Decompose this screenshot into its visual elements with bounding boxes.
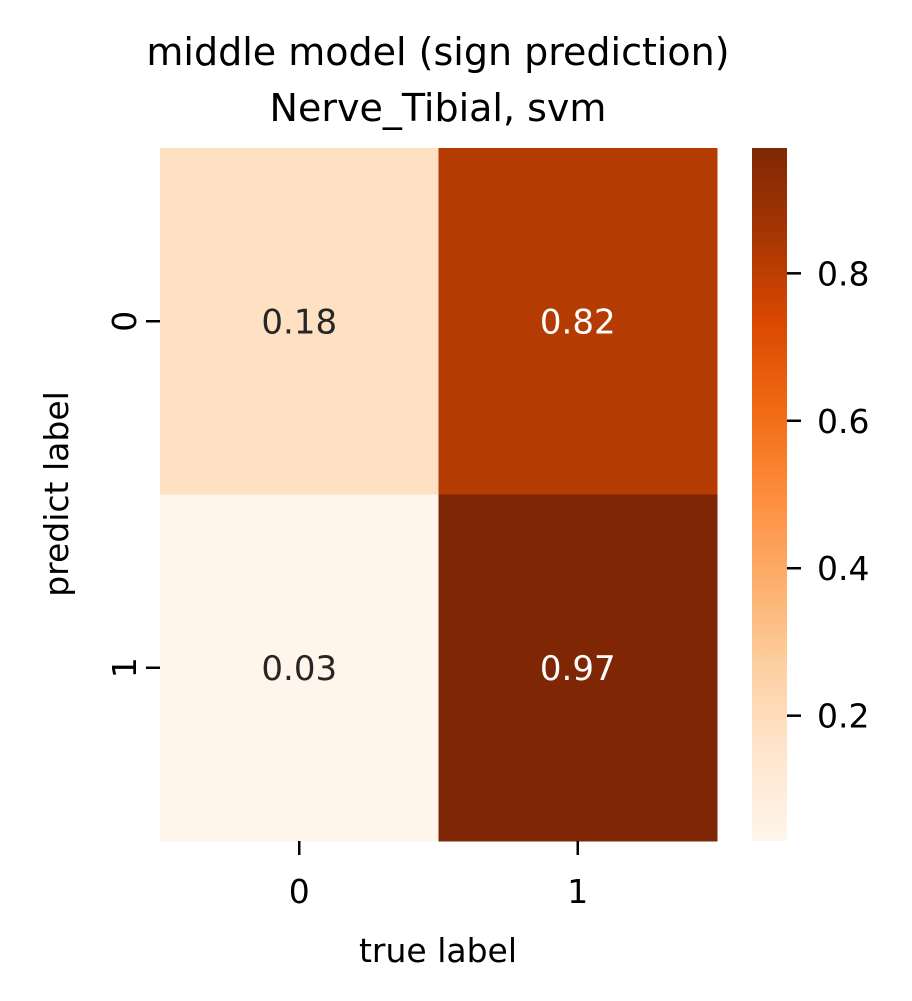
colorbar-tick-label: 0.2	[817, 697, 869, 736]
y-tick-label: 0	[105, 311, 144, 332]
cell-value-label: 0.18	[261, 302, 337, 342]
chart-subtitle: Nerve_Tibial, svm	[270, 86, 607, 130]
y-axis-label: predict label	[37, 391, 76, 597]
cell-value-label: 0.03	[261, 649, 337, 689]
heatmap-cell	[438, 148, 718, 495]
y-axis: 01	[105, 311, 160, 678]
cell-value-label: 0.82	[540, 302, 616, 342]
colorbar-tick-label: 0.4	[817, 549, 869, 588]
heatmap-value-labels: 0.18 0.82 0.03 0.97	[261, 302, 615, 689]
colorbar-axis: 0.2 0.4 0.6 0.8	[787, 254, 869, 736]
x-tick-label: 0	[289, 872, 310, 911]
colorbar-tick-label: 0.6	[817, 402, 869, 441]
heatmap-cell	[160, 494, 439, 842]
colorbar	[752, 148, 787, 841]
heatmap-cell	[438, 494, 718, 842]
heatmap-cell	[160, 148, 439, 495]
colorbar-tick-label: 0.8	[817, 254, 869, 293]
x-tick-label: 1	[567, 872, 588, 911]
cell-value-label: 0.97	[540, 649, 616, 689]
heatmap-cells	[160, 148, 718, 842]
x-axis-label: true label	[359, 931, 517, 970]
y-tick-label: 1	[105, 657, 144, 678]
chart-title: middle model (sign prediction)	[146, 30, 729, 74]
